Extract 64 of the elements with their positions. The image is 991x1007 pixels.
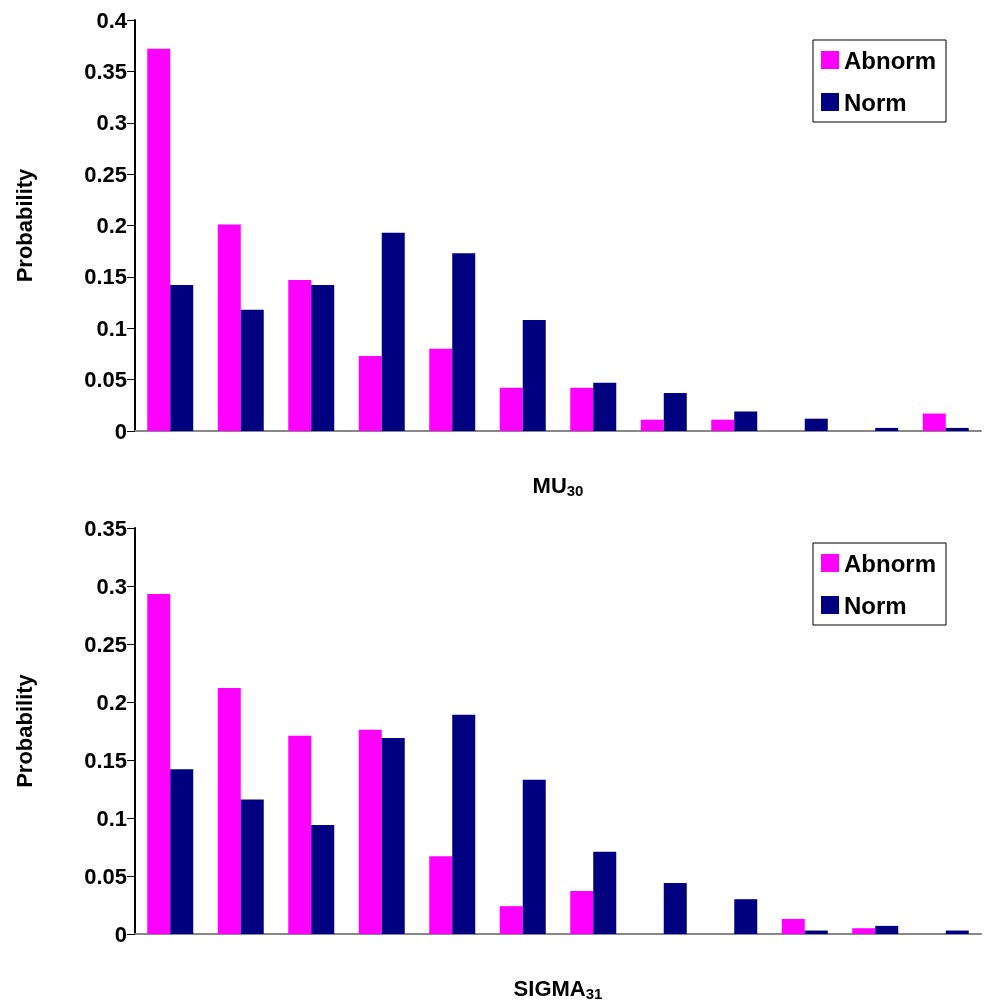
bar: [711, 419, 735, 431]
bar: [452, 714, 476, 934]
y-tick-label: 0: [114, 921, 127, 947]
bar: [499, 387, 523, 431]
bar: [358, 355, 382, 431]
legend-label: Norm: [844, 88, 907, 116]
bar: [922, 413, 946, 431]
bar: [522, 320, 546, 431]
bar: [381, 737, 405, 934]
legend-label: Abnorm: [844, 46, 937, 74]
y-tick-label: 0.3: [96, 573, 127, 599]
y-tick-label: 0.15: [84, 747, 127, 773]
y-tick-label: 0.15: [84, 264, 127, 290]
bar: [875, 427, 899, 431]
bar: [429, 348, 453, 431]
bar: [452, 253, 476, 431]
bar: [875, 925, 899, 934]
y-tick-label: 0.25: [84, 161, 127, 187]
bar: [240, 799, 264, 934]
bar: [429, 856, 453, 934]
bar: [734, 899, 758, 934]
bar: [734, 411, 758, 431]
bar: [663, 392, 687, 431]
bar: [522, 779, 546, 934]
bar: [170, 285, 194, 431]
bar: [593, 382, 617, 431]
y-axis-title: Probability: [11, 673, 37, 788]
bar: [945, 427, 969, 431]
bar: [147, 594, 171, 934]
bar: [804, 418, 828, 431]
bar: [288, 735, 312, 934]
legend-label: Norm: [844, 591, 907, 619]
y-axis-title: Probability: [11, 167, 37, 283]
bar: [217, 688, 241, 934]
legend-label: Abnorm: [844, 549, 937, 577]
y-tick-label: 0: [114, 418, 127, 444]
bar: [147, 48, 171, 431]
bar: [170, 769, 194, 934]
bar: [217, 224, 241, 431]
y-tick-label: 0.35: [84, 58, 127, 84]
bar: [852, 928, 876, 934]
bar: [240, 309, 264, 431]
bar: [640, 419, 664, 431]
y-tick-label: 0.25: [84, 631, 127, 657]
bar: [570, 891, 594, 934]
y-tick-label: 0.2: [96, 689, 127, 715]
bar: [381, 232, 405, 431]
bar: [570, 387, 594, 431]
y-tick-label: 0.05: [84, 367, 127, 393]
bar: [311, 285, 335, 431]
bar: [358, 729, 382, 934]
y-tick-label: 0.1: [96, 805, 127, 831]
y-tick-label: 0.05: [84, 863, 127, 889]
y-tick-label: 0.1: [96, 315, 127, 341]
bar: [499, 906, 523, 934]
y-tick-label: 0.3: [96, 110, 127, 136]
bar: [593, 851, 617, 934]
bar: [311, 824, 335, 934]
bar: [663, 882, 687, 934]
y-tick-label: 0.35: [84, 515, 127, 541]
bar: [781, 918, 805, 934]
y-tick-label: 0.4: [96, 7, 128, 33]
bar: [288, 279, 312, 431]
y-tick-label: 0.2: [96, 213, 127, 238]
